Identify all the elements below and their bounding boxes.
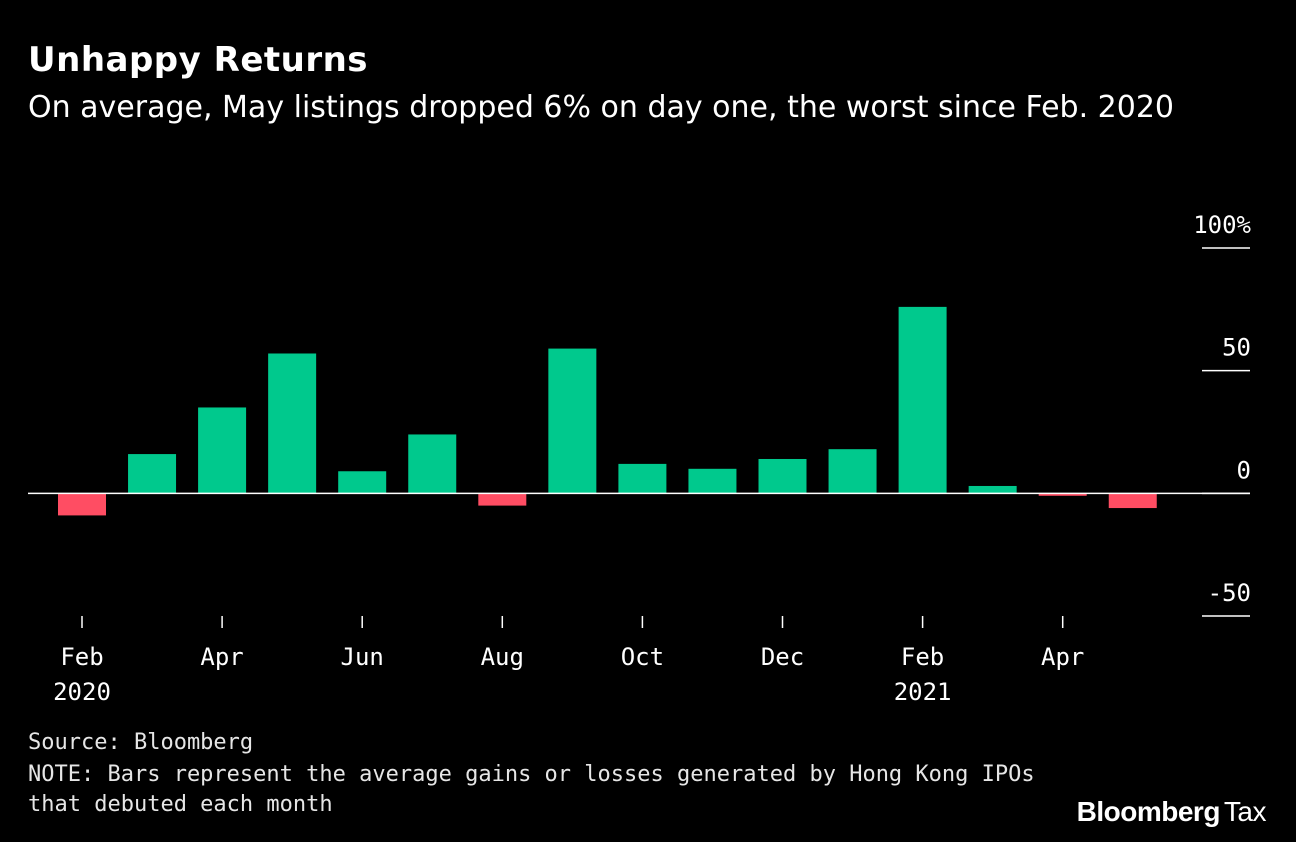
x-tick-label: Apr <box>200 643 243 671</box>
x-tick-label: Feb <box>60 643 103 671</box>
y-tick-label: 100% <box>1193 211 1251 239</box>
x-tick-year-label: 2021 <box>894 678 952 706</box>
bar <box>478 493 526 505</box>
bar <box>198 407 246 493</box>
source-text: Source: Bloomberg <box>28 730 253 755</box>
bar <box>408 434 456 493</box>
x-tick-label: Aug <box>481 643 524 671</box>
bar <box>338 471 386 493</box>
x-tick-label: Feb <box>901 643 944 671</box>
brand-suffix: Tax <box>1224 796 1266 827</box>
y-tick-label: 50 <box>1222 334 1251 362</box>
bar-chart: 100% 50 0 -50 Feb 2020 Apr Jun Aug Oct Dec Feb 2021 A… <box>0 0 1296 842</box>
bar <box>548 349 596 494</box>
brand-logo: Bloomberg Tax <box>1077 796 1266 828</box>
x-tick-label: Jun <box>341 643 384 671</box>
brand-name: Bloomberg <box>1077 796 1220 827</box>
bar <box>759 459 807 493</box>
y-tick-label: -50 <box>1208 579 1251 607</box>
x-tick-label: Dec <box>761 643 804 671</box>
x-tick-year-label: 2020 <box>53 678 111 706</box>
bar <box>618 464 666 493</box>
bar <box>1109 493 1157 508</box>
note-text: NOTE: Bars represent the average gains o… <box>28 760 1058 820</box>
y-tick-label: 0 <box>1237 456 1251 484</box>
bar <box>829 449 877 493</box>
bar <box>268 353 316 493</box>
x-tick-label: Oct <box>621 643 664 671</box>
bar <box>969 486 1017 493</box>
bar <box>688 469 736 494</box>
bar <box>58 493 106 515</box>
bar <box>899 307 947 493</box>
x-tick-label: Apr <box>1041 643 1084 671</box>
bar <box>128 454 176 493</box>
